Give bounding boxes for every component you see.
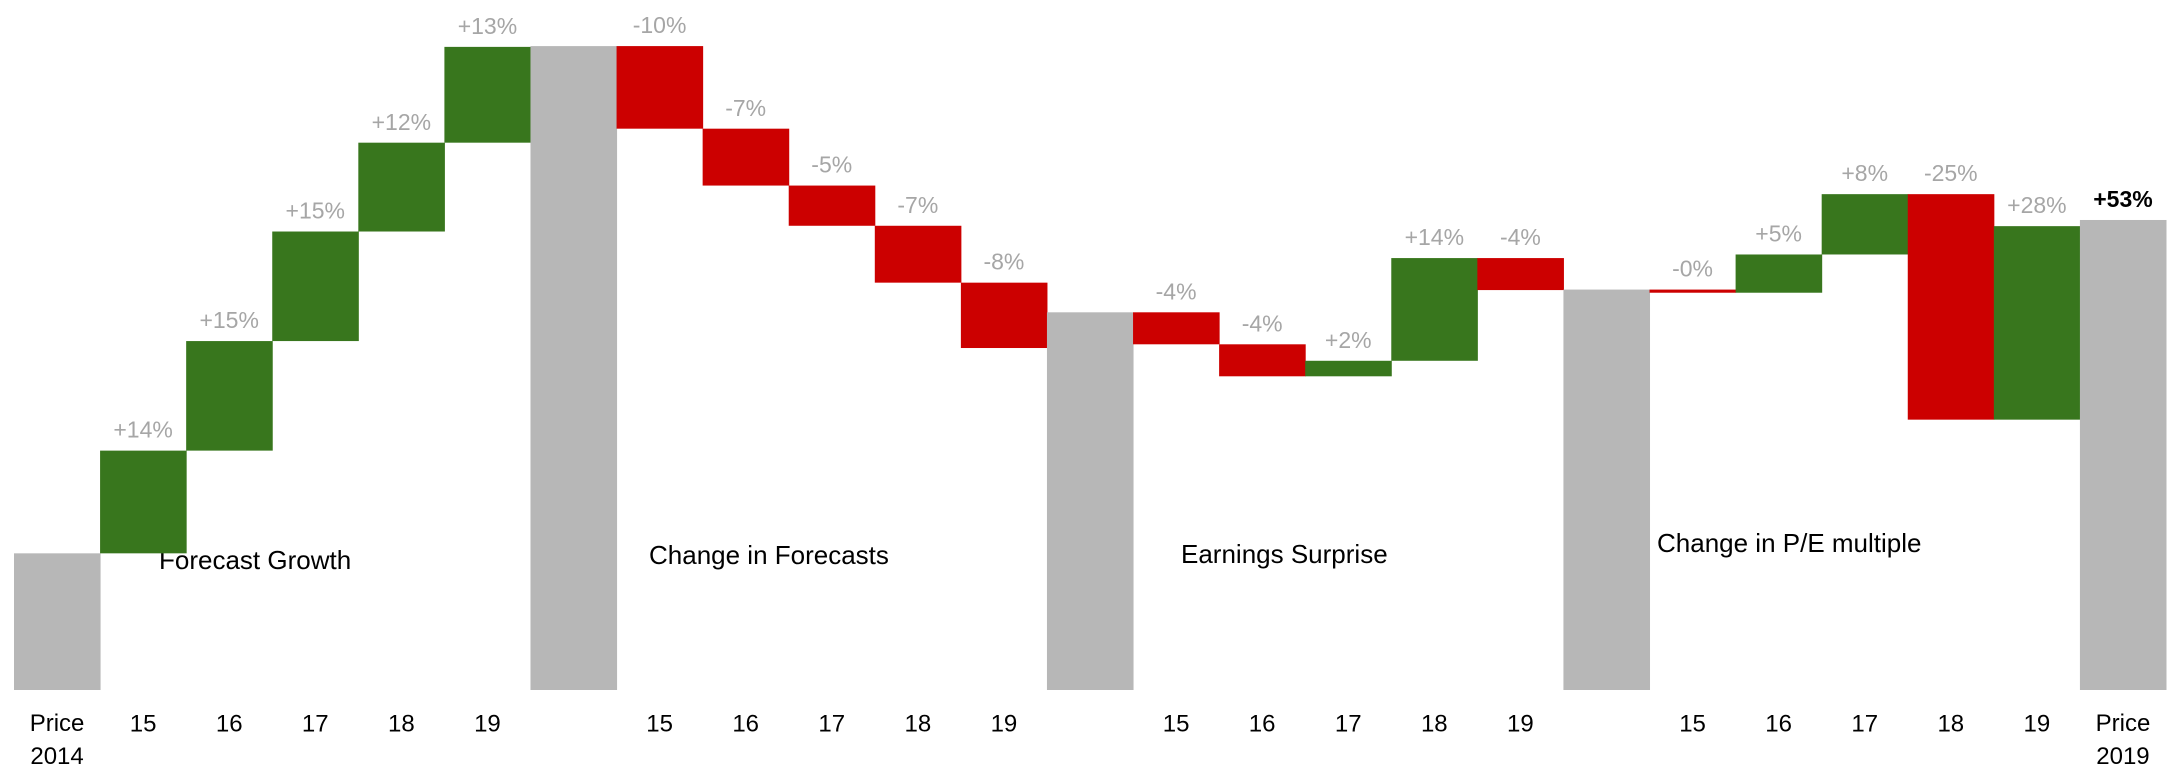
value-label: +28%: [2007, 192, 2066, 218]
value-label: +8%: [1841, 160, 1888, 186]
bar: [1907, 194, 1995, 420]
bar: [272, 231, 359, 342]
x-tick-label: 15: [1163, 710, 1190, 737]
x-tick-label: 19: [474, 710, 501, 737]
x-tick-label: Price 2014: [30, 710, 85, 770]
bar: [1046, 312, 1134, 690]
x-tick-label: Price 2019: [2096, 710, 2151, 770]
value-label: -10%: [633, 12, 687, 38]
bar: [358, 142, 445, 232]
bar: [2079, 219, 2167, 690]
annotation: Change in Forecasts: [649, 540, 889, 570]
x-tick-label: 18: [1421, 710, 1448, 737]
value-label: -7%: [725, 95, 766, 121]
value-label: +14%: [1405, 224, 1464, 250]
bar: [14, 553, 101, 690]
bar: [1993, 226, 2081, 420]
bar: [1305, 360, 1392, 377]
bar: [1563, 289, 1651, 690]
x-tick-label: 17: [1335, 710, 1362, 737]
bar: [960, 282, 1048, 349]
x-tick-label: 17: [302, 710, 329, 737]
value-label: -8%: [983, 249, 1024, 275]
bar: [1821, 194, 1909, 255]
x-tick-label: 15: [130, 710, 157, 737]
bar: [1649, 289, 1737, 293]
annotation: Change in P/E multiple: [1657, 528, 1921, 558]
bar: [702, 128, 790, 186]
x-tick-label: 16: [1765, 710, 1792, 737]
annotation: Forecast Growth: [159, 545, 351, 575]
value-label: +12%: [372, 109, 431, 135]
x-tick-label: 17: [818, 710, 845, 737]
x-tick-label: 19: [991, 710, 1018, 737]
value-label: -0%: [1672, 256, 1713, 282]
x-tick-label: 15: [646, 710, 673, 737]
x-tick-label: 19: [2024, 710, 2051, 737]
value-label: -4%: [1500, 224, 1541, 250]
x-tick-label: 16: [732, 710, 759, 737]
bar: [788, 185, 876, 226]
bar: [1735, 254, 1823, 293]
bar: [530, 46, 618, 691]
value-label: -7%: [897, 192, 938, 218]
x-tick-label: 16: [1249, 710, 1276, 737]
value-label: +13%: [458, 13, 517, 39]
x-tick-label: 16: [216, 710, 243, 737]
value-label: -4%: [1242, 310, 1283, 336]
value-label: +53%: [2093, 186, 2152, 212]
bar: [186, 341, 273, 451]
value-label: +14%: [113, 417, 172, 443]
x-tick-label: 19: [1507, 710, 1534, 737]
bar: [100, 450, 187, 554]
value-label: +5%: [1755, 221, 1802, 247]
value-label: +2%: [1325, 327, 1372, 353]
bar: [1133, 312, 1220, 345]
x-tick-label: 15: [1679, 710, 1706, 737]
x-tick-label: 17: [1851, 710, 1878, 737]
bar: [874, 225, 962, 283]
bar: [1477, 258, 1564, 291]
bar: [1219, 344, 1306, 377]
value-label: -4%: [1156, 278, 1197, 304]
bar: [1391, 258, 1478, 361]
x-tick-label: 18: [388, 710, 415, 737]
x-tick-label: 18: [904, 710, 931, 737]
value-label: -5%: [811, 152, 852, 178]
annotation: Earnings Surprise: [1181, 539, 1388, 569]
value-label: -25%: [1924, 160, 1978, 186]
value-label: +15%: [199, 307, 258, 333]
value-label: +15%: [286, 198, 345, 224]
bar: [616, 46, 704, 129]
x-tick-label: 18: [1937, 710, 1964, 737]
bar: [444, 46, 531, 143]
